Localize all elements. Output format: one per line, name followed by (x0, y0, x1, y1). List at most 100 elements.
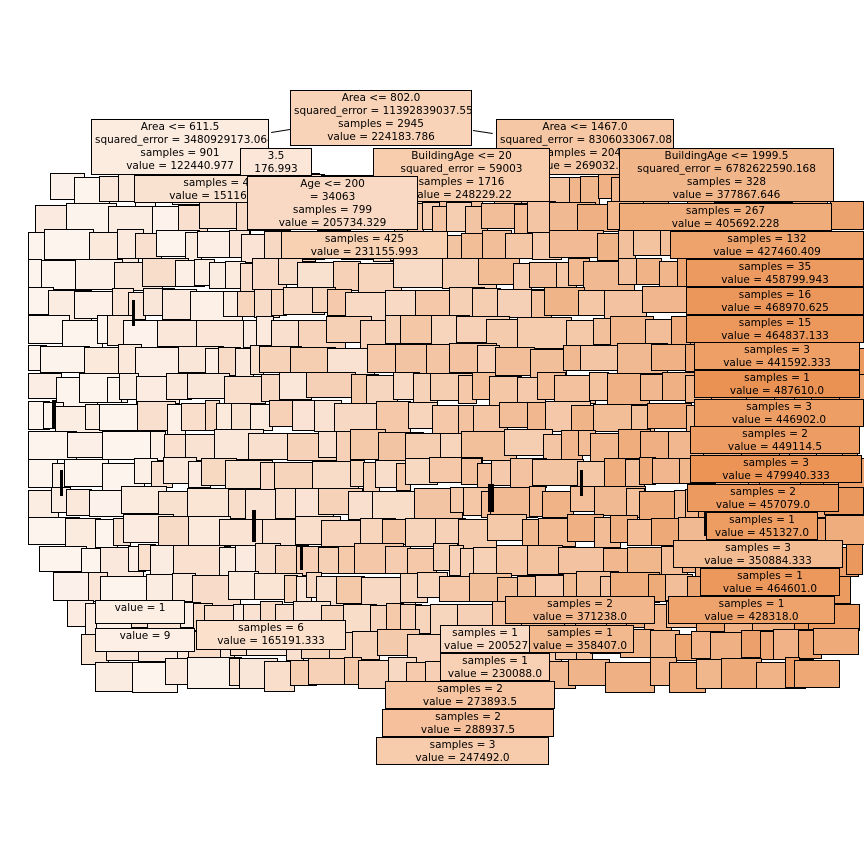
tree-node-line: samples = 3 (725, 542, 791, 554)
tree-node-box (261, 519, 300, 548)
tree-node-box (532, 459, 585, 486)
tree-node-line: Area <= 1467.0 (542, 121, 628, 133)
tree-node-line: Area <= 611.5 (140, 121, 220, 133)
tree-node-line: value = 231155.993 (310, 246, 419, 258)
tree-node-line: value = 350884.333 (704, 555, 812, 567)
tree-node-line: samples = 2 (742, 428, 808, 440)
tree-node-box (541, 491, 574, 518)
tree-node-box (38, 545, 87, 572)
tree-node-line: value = 248229.22 (411, 189, 512, 201)
tree-node-line: samples = 3 (746, 401, 812, 413)
tree-node-box (52, 400, 56, 428)
tree-node-box (300, 545, 303, 570)
tree-node-box (829, 200, 864, 231)
tree-node-m3: samples = 1 value = 200527 (440, 625, 530, 653)
tree-node-box (384, 545, 411, 574)
tree-node-r11: samples = 3 value = 479940.333 (690, 455, 862, 483)
tree-node-r13: samples = 1 value = 451327.0 (706, 512, 818, 540)
tree-node-box (548, 230, 604, 258)
tree-node-line: squared_error = 8306033067.083 (500, 134, 674, 146)
tree-node-line: value = 446902.0 (731, 414, 827, 426)
tree-node-line: samples = 2 (437, 683, 503, 695)
tree-node-r8: samples = 1 value = 487610.0 (694, 370, 860, 398)
tree-node-line: value = 449114.5 (727, 441, 823, 453)
tree-node-box (64, 459, 109, 488)
tree-node-box (66, 488, 93, 516)
tree-node-line: samples = 425 (324, 233, 405, 245)
tree-edge (472, 130, 493, 134)
tree-node-line: value = 487610.0 (729, 385, 825, 397)
tree-node-box (149, 545, 177, 576)
tree-node-line: value = 165191.333 (217, 635, 325, 647)
tree-node-box (392, 258, 448, 288)
tree-node-m2: samples = 1 value = 358407.0 (526, 625, 634, 653)
tree-node-c3: samples = 425 value = 231155.993 (281, 231, 448, 259)
tree-node-line: value = 358407.0 (532, 640, 628, 652)
tree-node-line: samples = 35 (738, 261, 812, 273)
tree-node-line: value = 269032.255 (531, 160, 639, 172)
tree-node-line: value = 479940.333 (722, 470, 830, 482)
tree-node-m4: samples = 1 value = 230088.0 (440, 653, 550, 681)
tree-node-line: value = 458799.943 (721, 274, 829, 286)
tree-node-line: 176.993 (254, 163, 298, 175)
tree-node-box (636, 257, 662, 285)
tree-node-box (846, 543, 864, 575)
tree-node-line: value = 451327.0 (714, 527, 810, 539)
tree-node-line: samples = 1 (744, 372, 810, 384)
tree-node-box (335, 575, 365, 604)
tree-node-box (568, 658, 611, 686)
tree-node-box (517, 317, 572, 349)
tree-node-line: Area <= 802.0 (341, 92, 421, 104)
tree-node-line: value = 224183.786 (327, 131, 435, 143)
tree-node-box (603, 457, 630, 490)
tree-node-line: value = 464601.0 (722, 583, 818, 595)
tree-node-box (825, 514, 864, 545)
tree-node-box (247, 433, 293, 461)
tree-node-r3: samples = 132 value = 427460.409 (670, 231, 864, 259)
tree-node-box (488, 484, 494, 512)
tree-node-line: value = 428318.0 (704, 611, 799, 623)
tree-node-box (43, 229, 95, 261)
tree-node-line: samples = 6 (238, 622, 304, 634)
tree-node-line: samples = 132 (727, 233, 807, 245)
tree-node-line: 3.5 (267, 150, 285, 162)
tree-node-line: squared_error = 6782622590.168 (637, 163, 816, 175)
tree-node-line: value = 457079.0 (715, 499, 811, 511)
tree-node-box (263, 661, 295, 693)
tree-node-left: Area <= 611.5 squared_error = 3480929173.… (91, 119, 269, 175)
tree-node-line: samples = 1 (452, 627, 518, 639)
tree-node-box (252, 510, 256, 542)
tree-node-line: value = 122440.977 (126, 160, 234, 172)
tree-node-box (812, 628, 860, 655)
tree-node-line: samples = 2 (547, 598, 613, 610)
tree-node-box (605, 662, 656, 693)
tree-node-line: value = 205734.329 (278, 217, 387, 229)
tree-node-r6: samples = 15 value = 464837.133 (686, 315, 864, 343)
tree-node-line: samples = 1 (737, 570, 803, 582)
tree-node-b3: value = 9 (95, 628, 195, 652)
tree-node-line: BuildingAge <= 20 (411, 150, 512, 162)
tree-node-line: samples = 328 (686, 176, 767, 188)
tree-node-line: samples = 16 (738, 289, 812, 301)
tree-node-box (652, 458, 684, 485)
tree-node-line: value = 9 (119, 630, 171, 642)
tree-node-line: samples = 2 (730, 486, 796, 498)
tree-node-box (487, 514, 527, 541)
tree-node-box (527, 545, 563, 576)
tree-node-line: value = 371238.0 (532, 611, 628, 623)
tree-node-box (720, 658, 762, 689)
tree-node-line: value = 288937.5 (420, 724, 516, 736)
tree-node-line: value = 230088.0 (447, 668, 543, 680)
tree-node-root: Area <= 802.0 squared_error = 11392839037… (290, 90, 472, 146)
tree-node-line: samples = 2044 (542, 147, 628, 159)
tree-node-box (60, 470, 63, 496)
tree-node-line: samples = 267 (685, 205, 766, 217)
tree-node-line: samples = 1 (718, 598, 785, 610)
tree-node-line: squared_error = 59003 (400, 163, 523, 175)
tree-edge (270, 129, 290, 133)
tree-node-line: samples = 1 (547, 627, 613, 639)
tree-node-box (495, 346, 536, 377)
tree-node-box (305, 372, 357, 399)
tree-node-line: value = 464837.133 (721, 330, 829, 342)
tree-node-box (292, 400, 317, 431)
